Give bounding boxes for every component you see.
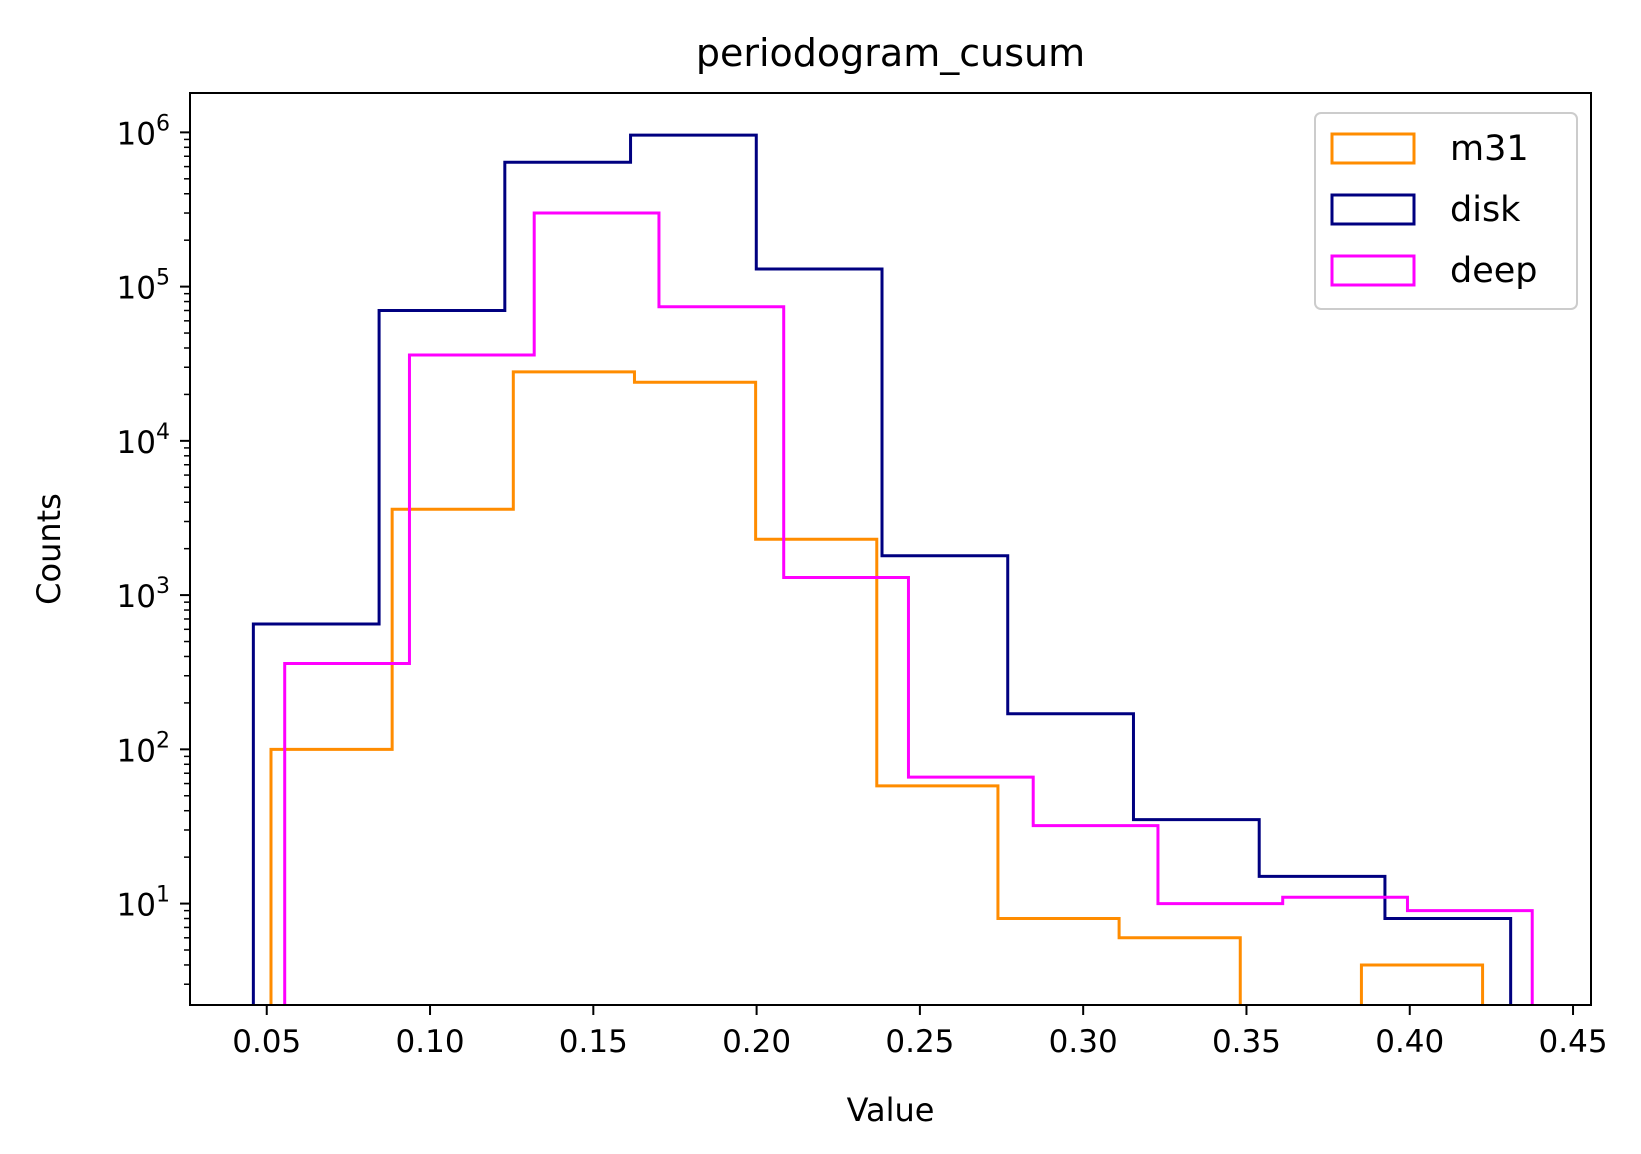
- series-deep-histogram-step: [283, 211, 1534, 1005]
- x-tick-label: 0.20: [722, 1024, 791, 1060]
- x-tick-label: 0.45: [1539, 1024, 1608, 1060]
- x-axis-ticks: 0.05 0.10 0.15 0.20 0.25 0.30 0.35 0.40 0.45: [232, 1005, 1608, 1060]
- legend-label-m31: m31: [1450, 129, 1529, 169]
- chart-title: periodogram_cusum: [696, 31, 1085, 75]
- y-axis-ticks: 101 102 103 104 105 106: [117, 111, 190, 985]
- series-disk-histogram-step: [251, 133, 1513, 1005]
- y-axis-label: Counts: [30, 493, 68, 605]
- legend-swatch-disk: [1330, 193, 1416, 226]
- y-tick-label: 104: [117, 420, 170, 461]
- x-tick-label: 0.05: [232, 1024, 301, 1060]
- y-tick-label: 106: [117, 111, 170, 152]
- plot-area: [251, 133, 1534, 1005]
- x-tick-label: 0.10: [396, 1024, 465, 1060]
- legend-label-disk: disk: [1450, 190, 1521, 230]
- y-tick-label: 105: [117, 266, 170, 307]
- y-tick-label: 103: [117, 574, 170, 615]
- x-tick-label: 0.25: [885, 1024, 954, 1060]
- x-tick-label: 0.30: [1049, 1024, 1118, 1060]
- series-m31-histogram-step: [269, 370, 1485, 1005]
- legend-label-deep: deep: [1450, 251, 1538, 291]
- x-tick-label: 0.15: [559, 1024, 628, 1060]
- legend-swatch-m31: [1330, 132, 1416, 165]
- legend-swatch-deep: [1330, 254, 1416, 287]
- y-tick-label: 101: [117, 883, 170, 924]
- legend-box: [1314, 112, 1578, 310]
- x-tick-label: 0.40: [1375, 1024, 1444, 1060]
- x-tick-label: 0.35: [1212, 1024, 1281, 1060]
- legend: m31 disk deep: [1314, 112, 1578, 310]
- x-axis-label: Value: [847, 1091, 935, 1129]
- y-tick-label: 102: [117, 728, 170, 769]
